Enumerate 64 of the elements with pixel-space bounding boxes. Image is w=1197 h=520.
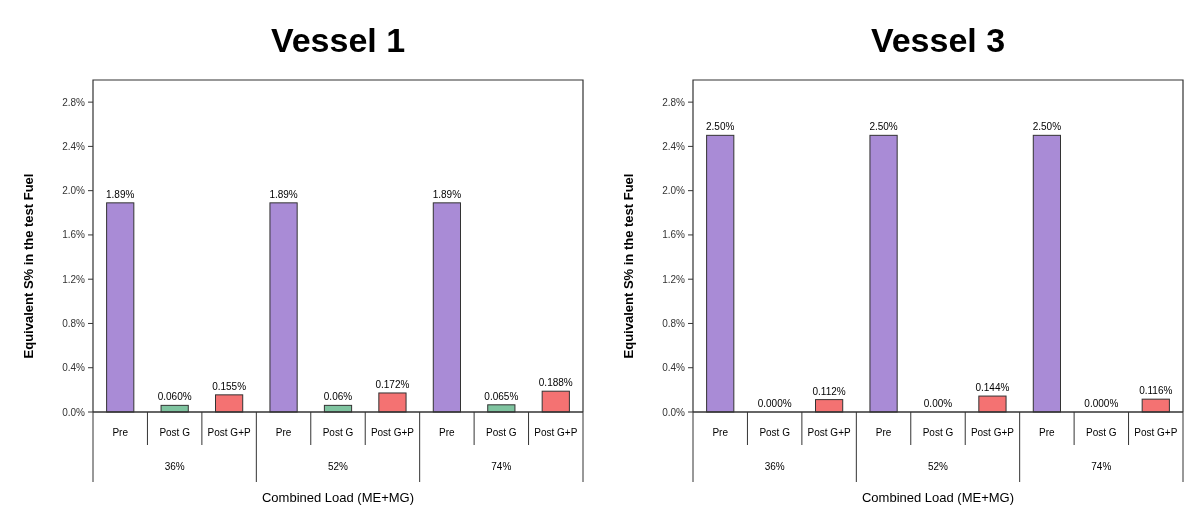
y-tick-label: 0.8% (662, 317, 686, 329)
x-tick-label: Post G+P (534, 427, 578, 438)
x-axis-title: Combined Load (ME+MG) (261, 490, 415, 505)
text: 52% (927, 461, 949, 472)
data-label: 0.06% (323, 391, 353, 403)
x-tick-label: Pre (112, 427, 129, 438)
y-tick-label: 1.2% (62, 273, 86, 285)
y-tick-label: 1.6% (662, 229, 686, 241)
x-tick-label: Pre (275, 427, 292, 438)
x-tick-label: Post G+P (1134, 427, 1178, 438)
data-label: 2.50% (869, 121, 898, 133)
y-axis-title: Equivalent S% in the test Fuel (621, 173, 636, 359)
x-tick-label: Pre (875, 427, 892, 438)
x-tick-label: Post G (922, 427, 954, 438)
y-tick-label: 0.4% (62, 362, 86, 374)
chart-title: Vessel 3 (870, 21, 1006, 59)
x-axis-title: Combined Load (ME+MG) (861, 490, 1015, 505)
y-tick-label: 2.8% (62, 96, 86, 108)
data-label: 2.50% (706, 121, 735, 133)
x-tick-label: Post G+P (207, 427, 251, 438)
y-tick-label: 0.0% (62, 406, 86, 418)
text: 74% (1091, 461, 1112, 472)
y-tick-label: 2.0% (662, 185, 686, 197)
y-tick-label: 1.6% (62, 229, 86, 241)
text: 36% (764, 461, 785, 472)
data-label: 0.144% (975, 382, 1010, 394)
y-tick-label: 2.4% (662, 140, 686, 152)
x-tick-label: Post G+P (807, 427, 851, 438)
x-tick-label: Pre (1039, 427, 1056, 438)
y-tick-label: 0.0% (662, 406, 686, 418)
chart-title: Vessel 1 (270, 21, 406, 59)
data-label: 0.155% (212, 380, 247, 392)
y-tick-label: 2.4% (62, 140, 86, 152)
x-tick-label: Post G (322, 427, 354, 438)
y-tick-label: 1.2% (662, 273, 686, 285)
data-label: 0.172% (375, 378, 410, 390)
data-label: 0.060% (157, 391, 192, 403)
x-tick-label: Post G (1086, 427, 1117, 438)
text: 36% (164, 461, 185, 472)
y-axis-title: Equivalent S% in the test Fuel (21, 173, 36, 359)
data-label: 0.065% (484, 390, 519, 402)
x-tick-label: Post G+P (370, 427, 415, 438)
data-label: 0.188% (538, 377, 573, 389)
data-label: 1.89% (432, 188, 462, 200)
text: 74% (491, 461, 512, 472)
x-tick-label: Post G (486, 427, 517, 438)
data-label: 0.00% (923, 398, 953, 409)
y-tick-label: 0.4% (662, 362, 686, 374)
data-label: 1.89% (106, 188, 135, 200)
data-label: 0.116% (1139, 385, 1173, 397)
data-label: 1.89% (269, 188, 298, 200)
x-tick-label: Post G (159, 427, 191, 438)
text: 52% (327, 461, 349, 472)
data-label: 0.112% (812, 385, 846, 397)
y-tick-label: 2.8% (662, 96, 686, 108)
y-tick-label: 0.8% (62, 317, 86, 329)
x-tick-label: Post G (759, 427, 791, 438)
data-label: 2.50% (1032, 121, 1062, 133)
y-tick-label: 2.0% (62, 185, 86, 197)
data-label: 0.000% (1084, 398, 1119, 409)
x-tick-label: Pre (712, 427, 729, 438)
data-label: 0.000% (757, 398, 792, 409)
x-tick-label: Post G+P (970, 427, 1015, 438)
x-tick-label: Pre (439, 427, 456, 438)
